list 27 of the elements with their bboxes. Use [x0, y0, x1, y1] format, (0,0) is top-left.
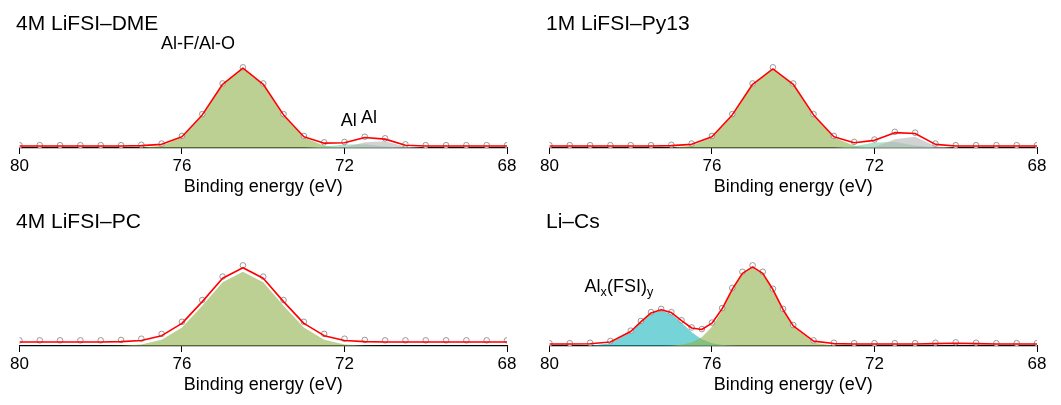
x-tick-label: 72	[865, 155, 884, 175]
x-axis-title: Binding energy (eV)	[713, 176, 873, 197]
x-axis-title: Binding energy (eV)	[713, 374, 873, 395]
x-tick-label: 72	[865, 353, 884, 373]
x-tick-label: 80	[539, 155, 559, 175]
x-axis-title: Binding energy (eV)	[183, 374, 343, 395]
chart-title: Li–Cs	[546, 209, 600, 233]
x-tick-label: 80	[9, 353, 29, 373]
x-tick-label: 80	[9, 155, 29, 175]
x-tick-label: 72	[335, 155, 354, 175]
x-axis-title: Binding energy (eV)	[183, 176, 343, 197]
annotation: Al-F/Al-O	[160, 33, 235, 54]
x-tick-label: 68	[1027, 353, 1047, 373]
x-tick-label: 68	[497, 155, 517, 175]
chart-title: 4M LiFSI–DME	[16, 11, 159, 35]
chart-title: 1M LiFSI–Py13	[546, 11, 690, 35]
x-tick-label: 80	[539, 353, 559, 373]
chart-title: 4M LiFSI–PC	[16, 209, 141, 233]
x-tick-label: 76	[702, 155, 722, 175]
x-tick-label: 68	[1027, 155, 1047, 175]
annotation: Al	[361, 107, 378, 128]
x-tick-label: 76	[172, 353, 192, 373]
x-tick-label: 72	[335, 353, 354, 373]
x-tick-label: 76	[702, 353, 722, 373]
annotation: Al	[340, 110, 357, 131]
x-tick-label: 68	[497, 353, 517, 373]
x-tick-label: 76	[172, 155, 192, 175]
